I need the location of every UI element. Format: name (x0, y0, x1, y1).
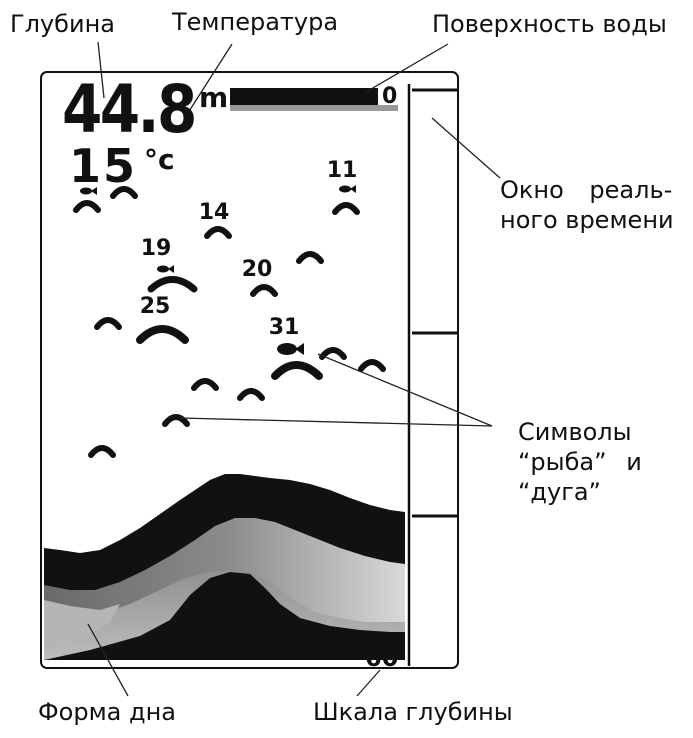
symbols-callout-line3: “дуга” (518, 478, 601, 506)
arch-mark (204, 226, 232, 239)
arch-mark (332, 202, 360, 215)
depth-unit: m (199, 81, 229, 114)
fish-icon (80, 187, 97, 195)
arch-mark (250, 284, 278, 297)
arch-mark (73, 200, 101, 213)
arch-mark (296, 251, 324, 264)
arch-mark (358, 359, 386, 372)
fish-icon (277, 343, 304, 355)
realtime-window-callout-line2: ного времени (500, 206, 674, 234)
bottom-shape-callout: Форма дна (38, 698, 177, 726)
realtime-window-callout-line1: Окно реаль- (500, 176, 673, 204)
fish-depth-label: 14 (198, 200, 230, 225)
fish-depth-label: 20 (241, 257, 273, 282)
fish-arches (73, 186, 386, 458)
realtime-window (407, 84, 458, 666)
arch-mark (271, 361, 323, 380)
arch-mark (162, 414, 190, 427)
depth-scale-callout: Шкала глубины (313, 698, 513, 726)
symbols-callout-line2: “рыба” и (518, 448, 642, 476)
arch-mark (136, 325, 189, 344)
arch-mark (88, 445, 116, 458)
fish-symbols (80, 185, 356, 355)
fish-depth-label: 31 (268, 315, 300, 340)
depth-scale-value: 60 (365, 644, 399, 672)
screen-frame (40, 71, 459, 669)
depth-callout: Глубина (10, 10, 115, 38)
arch-mark (94, 317, 122, 330)
bottom-profile (44, 474, 405, 660)
arch-mark (319, 347, 347, 360)
fish-icon (339, 185, 356, 193)
arch-mark (110, 186, 138, 199)
arch-mark (147, 276, 198, 293)
arch-mark (237, 388, 265, 401)
fish-icon (157, 265, 174, 273)
fish-depth-label: 19 (140, 236, 172, 261)
water-surface-bar (230, 88, 398, 111)
depth-readout: 44.8 (62, 71, 197, 148)
arch-mark (191, 378, 219, 391)
fish-depth-label: 25 (139, 294, 171, 319)
surface-depth-value: 0 (382, 84, 398, 109)
water-surface-callout: Поверхность воды (432, 10, 667, 38)
callout-pointers (87, 41, 501, 697)
temperature-callout: Температура (172, 8, 339, 36)
symbols-callout-line1: Символы (518, 418, 632, 446)
temperature-readout: 15 (69, 139, 138, 193)
fish-depth-label: 11 (326, 158, 358, 183)
temperature-unit: °c (144, 143, 175, 176)
